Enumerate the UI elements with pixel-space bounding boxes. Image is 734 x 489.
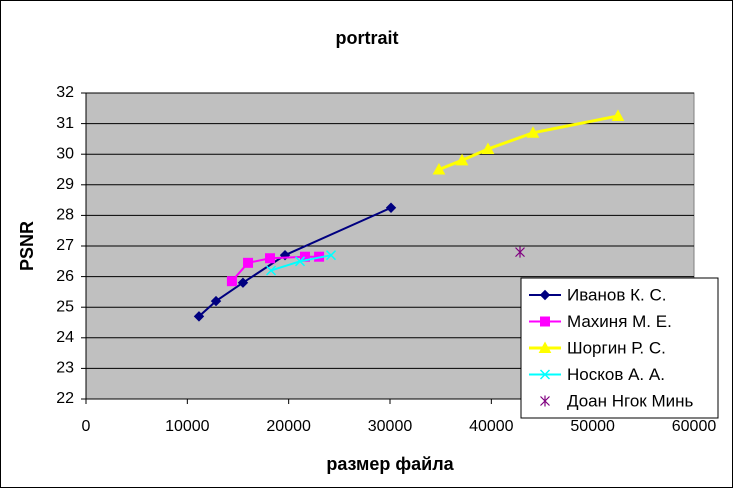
y-tick-label: 22 bbox=[56, 390, 74, 407]
marker bbox=[455, 153, 469, 166]
marker bbox=[325, 250, 337, 261]
marker bbox=[294, 256, 306, 267]
x-tick-label: 60000 bbox=[672, 418, 717, 435]
y-tick-label: 31 bbox=[56, 115, 74, 132]
legend: Иванов К. С. Махиня М. Е. Шоргин Р. С. Носк… bbox=[520, 277, 719, 419]
y-tick-label: 26 bbox=[56, 268, 74, 285]
legend-label: Шоргин Р. С. bbox=[567, 338, 666, 357]
x-axis-label: размер файла bbox=[326, 454, 454, 474]
marker bbox=[481, 142, 495, 154]
legend-label: Доан Нгок Минь bbox=[567, 391, 693, 410]
legend-label: Иванов К. С. bbox=[567, 285, 666, 304]
y-tick-label: 30 bbox=[56, 145, 74, 162]
y-tick-label: 25 bbox=[56, 298, 74, 315]
marker bbox=[265, 253, 276, 264]
y-tick-label: 24 bbox=[56, 329, 74, 346]
x-tick-label: 10000 bbox=[165, 418, 210, 435]
x-tick-label: 30000 bbox=[368, 418, 413, 435]
marker bbox=[243, 257, 254, 268]
marker bbox=[193, 311, 205, 322]
marker bbox=[210, 295, 222, 307]
chart-title: portrait bbox=[336, 28, 399, 48]
legend-marker bbox=[538, 341, 552, 353]
y-tick-label: 29 bbox=[56, 176, 74, 193]
y-axis-label: PSNR bbox=[17, 221, 37, 271]
marker bbox=[237, 277, 249, 288]
x-tick-label: 20000 bbox=[266, 418, 311, 435]
marker bbox=[226, 276, 237, 287]
y-tick-label: 32 bbox=[56, 84, 74, 101]
legend-marker bbox=[539, 289, 551, 301]
x-tick-label: 50000 bbox=[570, 418, 615, 435]
legend-marker bbox=[540, 316, 550, 327]
marker bbox=[611, 109, 625, 121]
y-tick-label: 23 bbox=[56, 360, 74, 377]
x-tick-label: 40000 bbox=[469, 418, 514, 435]
marker bbox=[432, 162, 446, 175]
legend-marker bbox=[540, 395, 550, 407]
x-tick-label: 0 bbox=[82, 418, 91, 435]
legend-label: Носков А. А. bbox=[567, 365, 665, 384]
y-tick-label: 27 bbox=[56, 237, 74, 254]
y-tick-label: 28 bbox=[56, 207, 74, 224]
marker bbox=[385, 202, 397, 213]
marker bbox=[526, 126, 540, 138]
marker bbox=[266, 265, 277, 276]
legend-marker bbox=[539, 369, 551, 380]
marker bbox=[515, 246, 525, 258]
legend-label: Махиня М. Е. bbox=[567, 312, 672, 331]
